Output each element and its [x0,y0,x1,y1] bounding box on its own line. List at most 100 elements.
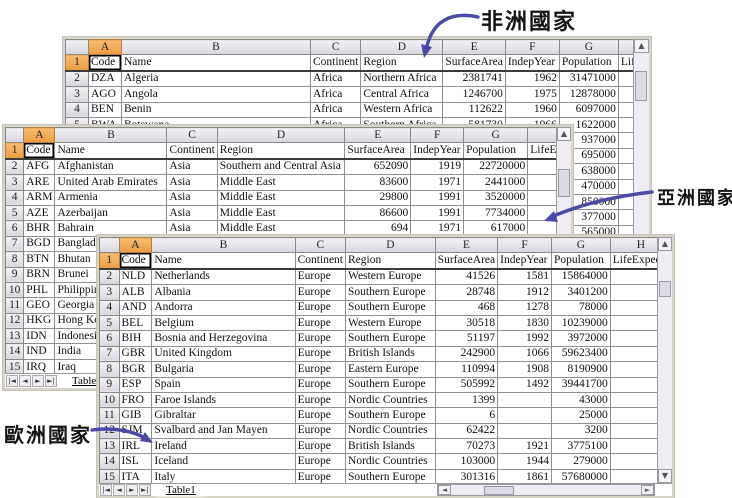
cell[interactable]: Code [118,252,153,270]
cell[interactable] [609,345,673,363]
cell[interactable]: Asia [166,220,218,237]
cell[interactable]: Bulgaria [151,361,296,378]
cell[interactable]: IndepYear [410,142,465,160]
cell[interactable]: 1962 [504,70,560,88]
cell[interactable]: 1912 [497,284,553,301]
cell[interactable]: Europe [294,314,347,332]
cell[interactable] [609,391,673,409]
cell[interactable]: IRL [118,438,153,455]
tab-nav-last-button[interactable]: ►| [139,484,151,496]
column-header[interactable]: A [118,236,153,254]
cell[interactable]: 3520000 [463,189,529,206]
cell[interactable]: Continent [166,142,218,160]
cell[interactable]: Europe [294,453,347,470]
tab-nav-first-button[interactable]: |◄ [6,375,18,387]
cell[interactable]: Europe [294,330,347,347]
cell[interactable]: LifeExpecta [609,252,673,270]
cell[interactable]: Western Europe [345,314,436,332]
cell[interactable]: Southern Europe [345,407,436,424]
cell[interactable]: ALB [118,284,153,301]
cell[interactable]: 103000 [434,453,499,470]
row-header[interactable]: 12 [99,422,120,440]
cell[interactable] [609,330,673,347]
vertical-scrollbar[interactable]: ▲ ▼ [657,237,672,483]
cell[interactable]: Southern and Central Asia [216,158,346,176]
row-header[interactable]: 7 [4,235,25,253]
cell[interactable]: Europe [294,391,347,409]
column-header[interactable]: A [88,38,122,56]
row-header[interactable]: 12 [4,312,25,330]
row-header[interactable]: 3 [99,284,120,301]
cell[interactable]: 279000 [551,453,611,470]
column-header[interactable]: F [497,236,553,254]
cell[interactable]: United Arab Emirates [54,174,168,191]
cell[interactable]: 3200 [551,422,611,440]
cell[interactable]: BEL [118,314,153,332]
column-header[interactable]: D [345,236,436,254]
cell[interactable]: Europe [294,376,347,393]
cell[interactable]: 1992 [497,330,553,347]
cell[interactable] [609,376,673,393]
cell[interactable]: 1278 [497,299,553,316]
cell[interactable]: BEN [88,101,122,118]
cell[interactable]: 1971 [410,174,465,191]
cell[interactable]: ARM [23,189,56,206]
cell[interactable]: 10239000 [551,314,611,332]
cell[interactable]: Southern Europe [345,376,436,393]
cell[interactable]: Southern Europe [345,284,436,301]
cell[interactable]: United Kingdom [151,345,296,363]
cell[interactable]: Northern Africa [360,70,444,88]
cell[interactable] [609,361,673,378]
cell[interactable]: 1991 [410,189,465,206]
column-header[interactable]: B [54,126,168,144]
corner-cell[interactable] [65,38,89,56]
tab-nav-prev-button[interactable]: ◄ [113,484,125,496]
cell[interactable]: 28748 [434,284,499,301]
cell[interactable]: Europe [294,299,347,316]
cell[interactable]: Population [463,142,529,160]
column-header[interactable]: D [360,38,444,56]
cell[interactable]: Southern Europe [345,299,436,316]
cell[interactable]: 86600 [344,204,412,222]
scroll-left-button[interactable]: ◄ [438,485,451,495]
cell[interactable]: Faroe Islands [151,391,296,409]
cell[interactable]: Iceland [151,453,296,470]
cell[interactable]: 1492 [497,376,553,393]
cell[interactable] [609,422,673,440]
cell[interactable]: FRO [118,391,153,409]
cell[interactable]: Eastern Europe [345,361,436,378]
cell[interactable]: Nordic Countries [345,422,436,440]
cell[interactable]: Svalbard and Jan Mayen [151,422,296,440]
cell[interactable]: 2381741 [442,70,506,88]
cell[interactable]: 22720000 [463,158,529,176]
cell[interactable]: 6 [434,407,499,424]
cell[interactable]: IDN [23,328,56,345]
cell[interactable]: 7734000 [463,204,529,222]
cell[interactable]: Middle East [216,174,346,191]
cell[interactable]: Ireland [151,438,296,455]
scroll-up-button[interactable]: ▲ [557,127,571,141]
cell[interactable]: Gibraltar [151,407,296,424]
scroll-down-button[interactable]: ▼ [658,469,672,483]
cell[interactable]: Europe [294,361,347,378]
cell[interactable]: 39441700 [551,376,611,393]
column-header[interactable]: C [166,126,218,144]
cell[interactable]: ESP [118,376,153,393]
cell[interactable]: Africa [309,70,362,88]
tab-nav-next-button[interactable]: ► [32,375,44,387]
cell[interactable]: 505992 [434,376,499,393]
column-header[interactable]: C [309,38,362,56]
cell[interactable] [609,268,673,286]
cell[interactable]: Europe [294,422,347,440]
cell[interactable]: 83600 [344,174,412,191]
row-header[interactable]: 10 [99,391,120,409]
column-header[interactable]: F [504,38,560,56]
horizontal-scrollbar[interactable]: ◄ ► [437,484,655,496]
cell[interactable]: Nordic Countries [345,453,436,470]
cell[interactable]: 1066 [497,345,553,363]
cell[interactable]: Europe [294,407,347,424]
cell[interactable]: Name [54,142,168,160]
column-header[interactable]: G [551,236,611,254]
cell[interactable]: 1830 [497,314,553,332]
cell[interactable]: Name [151,252,296,270]
